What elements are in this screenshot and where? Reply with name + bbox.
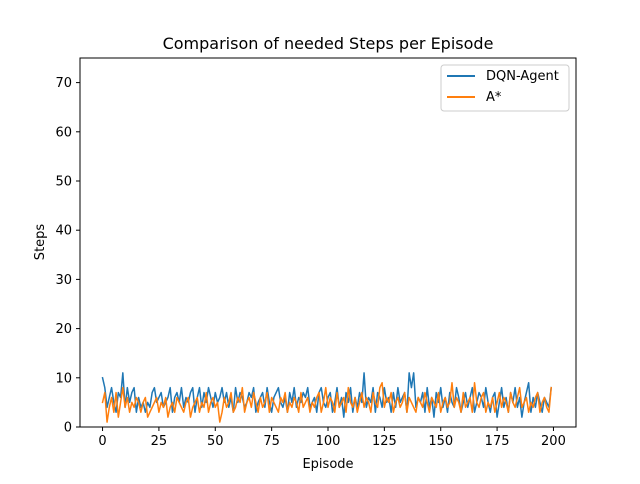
plot-frame — [79, 57, 577, 428]
legend: DQN-Agent A* — [440, 64, 570, 112]
x-tick-label: 150 — [428, 434, 453, 449]
y-tick-label: 60 — [55, 125, 72, 140]
axis-layer: 0 25 50 75 100 125 150 175 200 0 10 20 30 40 50 60 70 — [55, 76, 565, 449]
x-tick-label: 75 — [263, 434, 280, 449]
x-tick-label: 50 — [207, 434, 224, 449]
y-tick-label: 10 — [55, 371, 72, 386]
series-line-a-star — [101, 381, 553, 423]
y-tick-label: 20 — [55, 322, 72, 337]
plot-area — [80, 58, 576, 427]
y-tick-label: 0 — [64, 421, 72, 436]
x-tick-label: 200 — [541, 434, 566, 449]
x-tick-label: 0 — [98, 434, 106, 449]
y-tick-label: 70 — [55, 76, 72, 91]
x-tick-label: 100 — [316, 434, 341, 449]
y-tick-label: 50 — [55, 175, 72, 190]
x-tick-label: 125 — [372, 434, 397, 449]
legend-label-a-star: A* — [486, 90, 502, 105]
x-axis-label: Episode — [302, 457, 353, 472]
y-tick-label: 40 — [55, 224, 72, 239]
x-tick-label: 25 — [151, 434, 168, 449]
series-layer — [101, 372, 553, 423]
legend-label-dqn-agent: DQN-Agent — [486, 69, 559, 84]
x-tick-label: 175 — [485, 434, 510, 449]
y-tick-label: 30 — [55, 273, 72, 288]
chart-title: Comparison of needed Steps per Episode — [163, 34, 494, 53]
y-axis-label: Steps — [33, 224, 48, 261]
